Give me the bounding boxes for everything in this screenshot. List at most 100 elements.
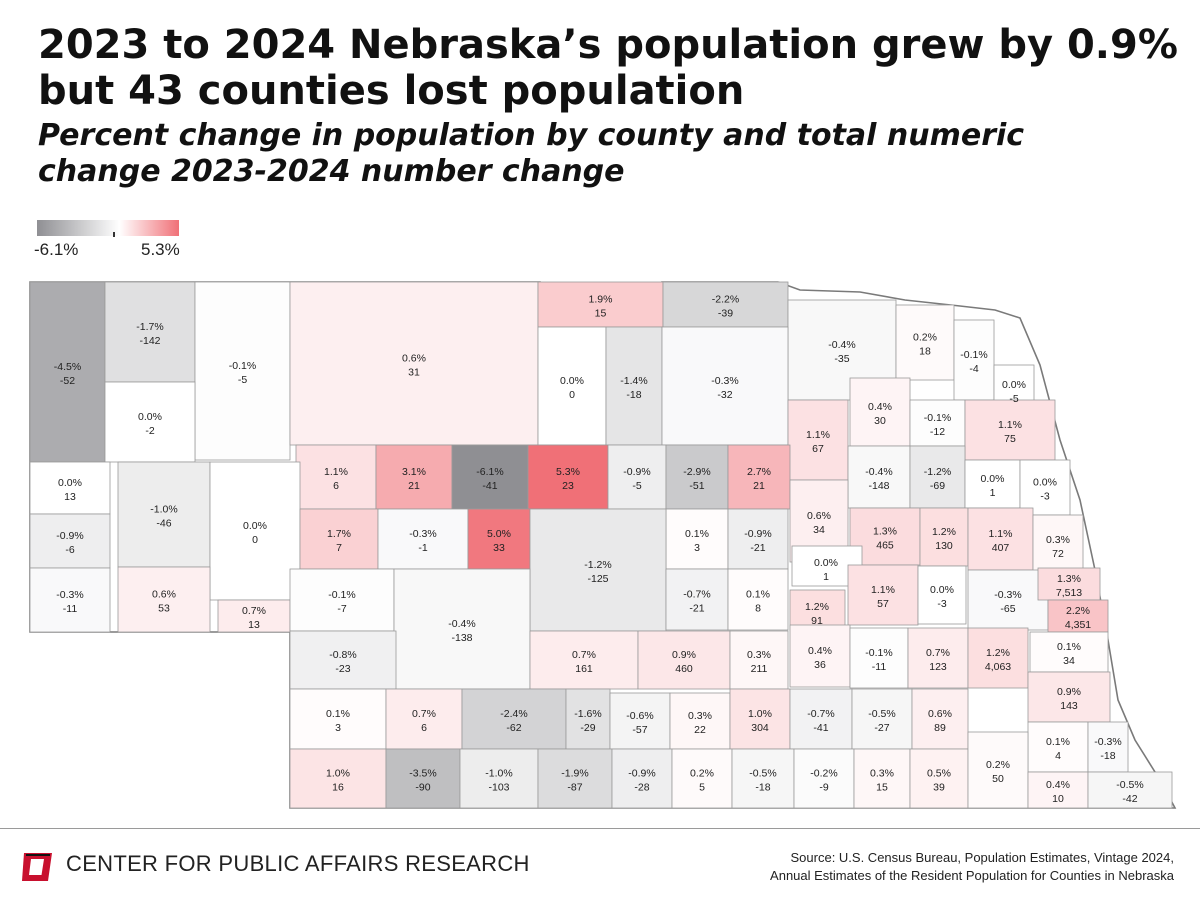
map-title: 2023 to 2024 Nebraska’s population grew … [38, 22, 1178, 114]
county-24-percent-label: 5.3% [556, 466, 580, 478]
county-92-number-label: 10 [1052, 793, 1064, 805]
county-14-percent-label: -0.3% [711, 375, 738, 387]
county-32-number-label: -6 [65, 544, 74, 556]
county-45 [117, 566, 211, 633]
county-3-number-label: -5 [238, 374, 247, 386]
county-34-percent-label: 1.7% [327, 528, 351, 540]
county-63-percent-label: 0.4% [808, 645, 832, 657]
county-65-number-label: 123 [929, 661, 947, 673]
county-93 [1087, 771, 1173, 809]
county-93-percent-label: -0.5% [1116, 779, 1143, 791]
county-61 [637, 630, 731, 690]
county-79 [1027, 721, 1089, 773]
county-35-number-label: -1 [418, 542, 427, 554]
county-27 [727, 444, 791, 510]
county-19-number-label: 13 [64, 491, 76, 503]
county-41 [919, 507, 969, 567]
county-65-percent-label: 0.7% [926, 647, 950, 659]
county-10-percent-label: 0.0% [1002, 379, 1026, 391]
county-25-percent-label: -0.9% [623, 466, 650, 478]
county-2-number-label: -142 [139, 335, 160, 347]
county-2 [104, 281, 196, 383]
county-44-percent-label: -0.3% [56, 589, 83, 601]
county-51-number-label: -21 [689, 603, 704, 615]
county-14 [661, 326, 789, 446]
legend-min-label: -6.1% [34, 240, 79, 259]
county-23-number-label: -41 [482, 480, 497, 492]
county-66-number-label: 4,063 [985, 661, 1011, 673]
county-4-percent-label: 0.6% [402, 353, 426, 365]
county-66 [967, 627, 1029, 689]
county-47-number-label: -7 [337, 603, 346, 615]
county-64 [849, 627, 909, 689]
county-28-percent-label: -0.4% [865, 466, 892, 478]
county-63 [789, 624, 851, 688]
county-29 [909, 445, 966, 509]
county-70-number-label: 6 [421, 722, 427, 734]
county-55-number-label: -65 [1000, 603, 1015, 615]
county-92-percent-label: 0.4% [1046, 779, 1070, 791]
county-86 [671, 748, 733, 809]
county-76-percent-label: -0.7% [807, 708, 834, 720]
county-81-number-label: 16 [332, 782, 344, 794]
county-90-number-label: 39 [933, 782, 945, 794]
county-56-number-label: 7,513 [1056, 587, 1082, 599]
county-15-percent-label: 0.4% [868, 401, 892, 413]
county-27-percent-label: 2.7% [747, 466, 771, 478]
county-36 [467, 508, 531, 570]
legend-zero-tick [113, 232, 115, 237]
county-31 [1019, 459, 1071, 516]
university-logo-icon [22, 853, 52, 881]
county-72-percent-label: -1.6% [574, 708, 601, 720]
county-62-number-label: 211 [751, 663, 768, 675]
county-46 [217, 599, 291, 633]
county-71-percent-label: -2.4% [500, 708, 527, 720]
county-59-number-label: -23 [335, 663, 350, 675]
county-61-number-label: 460 [675, 663, 693, 675]
county-12-number-label: 0 [569, 389, 575, 401]
county-16-percent-label: 1.1% [806, 429, 830, 441]
legend-gradient-bar [37, 220, 179, 236]
county-73-number-label: -57 [632, 724, 647, 736]
county-40-percent-label: 1.3% [873, 526, 897, 538]
county-48-number-label: -125 [587, 573, 608, 585]
county-58-percent-label: 2.2% [1066, 605, 1090, 617]
county-7-number-label: -35 [834, 353, 849, 365]
county-87-number-label: -18 [755, 782, 770, 794]
county-50-percent-label: -0.4% [448, 618, 475, 630]
county-56 [1037, 567, 1101, 601]
county-37 [665, 508, 729, 570]
county-14-number-label: -32 [717, 389, 732, 401]
source-line-2: Annual Estimates of the Resident Populat… [770, 868, 1174, 883]
county-44 [29, 567, 111, 633]
county-47-percent-label: -0.1% [328, 589, 355, 601]
county-66-percent-label: 1.2% [986, 647, 1010, 659]
county-79-percent-label: 0.1% [1046, 736, 1070, 748]
county-25 [607, 444, 667, 510]
county-11-number-label: -2 [145, 425, 154, 437]
county-57-number-label: 91 [811, 615, 823, 627]
counties-layer [29, 281, 1173, 809]
county-52-percent-label: 0.1% [746, 589, 770, 601]
county-76-number-label: -41 [813, 722, 828, 734]
county-8 [895, 304, 955, 381]
county-83-percent-label: -1.0% [485, 768, 512, 780]
county-33-percent-label: 0.0% [243, 520, 267, 532]
county-88 [793, 748, 855, 809]
county-20-percent-label: -1.0% [150, 504, 177, 516]
county-72 [565, 688, 611, 750]
org-name: CENTER FOR PUBLIC AFFAIRS RESEARCH [66, 851, 530, 876]
county-15-number-label: 30 [874, 415, 886, 427]
county-62-percent-label: 0.3% [747, 649, 771, 661]
county-54-number-label: -3 [937, 598, 946, 610]
county-6-percent-label: -2.2% [712, 294, 739, 306]
county-9-percent-label: -0.1% [960, 349, 987, 361]
county-82-number-label: -90 [415, 782, 430, 794]
county-85-number-label: -28 [634, 782, 649, 794]
county-91-percent-label: 0.2% [986, 759, 1010, 771]
county-18 [964, 399, 1056, 461]
county-2-percent-label: -1.7% [136, 321, 163, 333]
county-1 [29, 281, 106, 463]
source-note: Source: U.S. Census Bureau, Population E… [770, 849, 1174, 885]
county-5 [537, 281, 664, 328]
